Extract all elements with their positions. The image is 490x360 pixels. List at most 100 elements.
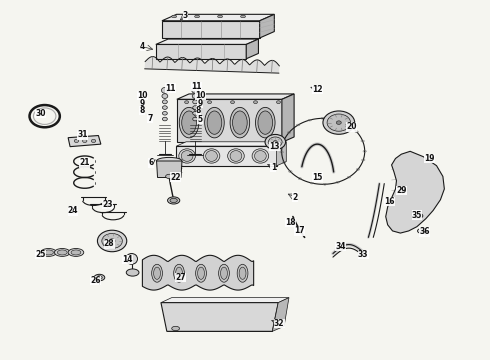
Text: 10: 10 <box>137 91 147 100</box>
Text: 13: 13 <box>269 142 280 151</box>
Text: 33: 33 <box>358 250 368 259</box>
Ellipse shape <box>152 264 162 282</box>
Polygon shape <box>157 161 182 177</box>
Ellipse shape <box>91 139 96 143</box>
Text: 31: 31 <box>77 130 88 139</box>
Ellipse shape <box>193 112 197 115</box>
Ellipse shape <box>161 87 168 93</box>
Text: 16: 16 <box>384 197 394 206</box>
Text: 11: 11 <box>191 82 201 91</box>
Text: 14: 14 <box>122 255 133 264</box>
Ellipse shape <box>195 15 199 18</box>
Text: 4: 4 <box>140 42 145 51</box>
Text: 5: 5 <box>197 115 202 124</box>
Text: 8: 8 <box>196 106 201 115</box>
Ellipse shape <box>206 150 218 161</box>
Ellipse shape <box>207 111 222 134</box>
Ellipse shape <box>193 100 197 104</box>
Polygon shape <box>143 255 254 290</box>
Ellipse shape <box>162 112 167 115</box>
Text: 3: 3 <box>183 11 188 20</box>
Ellipse shape <box>237 264 248 282</box>
Ellipse shape <box>182 111 196 134</box>
Text: 30: 30 <box>35 109 46 118</box>
Ellipse shape <box>71 250 81 255</box>
Ellipse shape <box>193 106 197 109</box>
Ellipse shape <box>208 101 212 104</box>
Ellipse shape <box>162 117 167 121</box>
Polygon shape <box>161 303 278 331</box>
Ellipse shape <box>192 94 198 98</box>
Ellipse shape <box>44 250 53 255</box>
Polygon shape <box>260 14 274 38</box>
Ellipse shape <box>254 150 266 161</box>
Ellipse shape <box>74 139 78 143</box>
Ellipse shape <box>203 149 220 163</box>
Text: 2: 2 <box>292 193 297 202</box>
Ellipse shape <box>102 233 122 248</box>
Text: 27: 27 <box>175 273 186 282</box>
Ellipse shape <box>162 106 167 109</box>
Ellipse shape <box>327 114 350 131</box>
Text: 18: 18 <box>286 218 296 227</box>
Text: 23: 23 <box>102 200 113 209</box>
Text: 17: 17 <box>294 226 305 235</box>
Text: 36: 36 <box>419 228 430 237</box>
Ellipse shape <box>196 264 206 282</box>
Ellipse shape <box>265 134 286 149</box>
Ellipse shape <box>336 121 341 125</box>
Polygon shape <box>156 44 246 59</box>
Ellipse shape <box>269 137 282 147</box>
Ellipse shape <box>154 267 160 279</box>
Ellipse shape <box>252 149 269 163</box>
Ellipse shape <box>416 215 421 217</box>
Ellipse shape <box>109 239 115 243</box>
Text: 25: 25 <box>36 250 46 259</box>
Ellipse shape <box>253 101 257 104</box>
Ellipse shape <box>228 149 245 163</box>
Ellipse shape <box>197 267 204 279</box>
Text: 29: 29 <box>396 186 407 195</box>
Ellipse shape <box>241 15 245 18</box>
Text: 6: 6 <box>148 158 154 167</box>
Text: 7: 7 <box>147 114 152 123</box>
Polygon shape <box>282 94 294 142</box>
Polygon shape <box>276 142 286 166</box>
Polygon shape <box>272 298 289 331</box>
Text: 11: 11 <box>166 84 176 93</box>
Polygon shape <box>177 99 282 142</box>
Ellipse shape <box>172 326 179 330</box>
Polygon shape <box>246 39 258 59</box>
Ellipse shape <box>230 107 249 138</box>
Text: 26: 26 <box>91 276 101 285</box>
Ellipse shape <box>168 197 180 204</box>
Text: 12: 12 <box>312 85 322 94</box>
Ellipse shape <box>193 117 197 121</box>
Ellipse shape <box>276 101 280 104</box>
Text: 19: 19 <box>424 154 435 163</box>
Ellipse shape <box>219 264 229 282</box>
Ellipse shape <box>239 267 246 279</box>
Ellipse shape <box>54 248 70 256</box>
Ellipse shape <box>179 107 199 138</box>
Polygon shape <box>162 21 260 38</box>
Ellipse shape <box>170 198 177 203</box>
Text: 35: 35 <box>412 211 422 220</box>
Ellipse shape <box>82 139 87 143</box>
Ellipse shape <box>230 150 242 161</box>
Ellipse shape <box>68 248 84 256</box>
Ellipse shape <box>97 276 102 279</box>
Ellipse shape <box>233 111 247 134</box>
Text: 34: 34 <box>335 242 345 251</box>
Ellipse shape <box>417 228 426 233</box>
Ellipse shape <box>172 15 176 18</box>
Ellipse shape <box>185 101 189 104</box>
Ellipse shape <box>166 174 173 179</box>
Polygon shape <box>145 57 279 73</box>
Text: 1: 1 <box>270 163 276 172</box>
Ellipse shape <box>162 94 168 98</box>
Ellipse shape <box>126 269 139 276</box>
Ellipse shape <box>181 150 193 161</box>
Text: 8: 8 <box>140 106 145 115</box>
Ellipse shape <box>218 15 222 18</box>
